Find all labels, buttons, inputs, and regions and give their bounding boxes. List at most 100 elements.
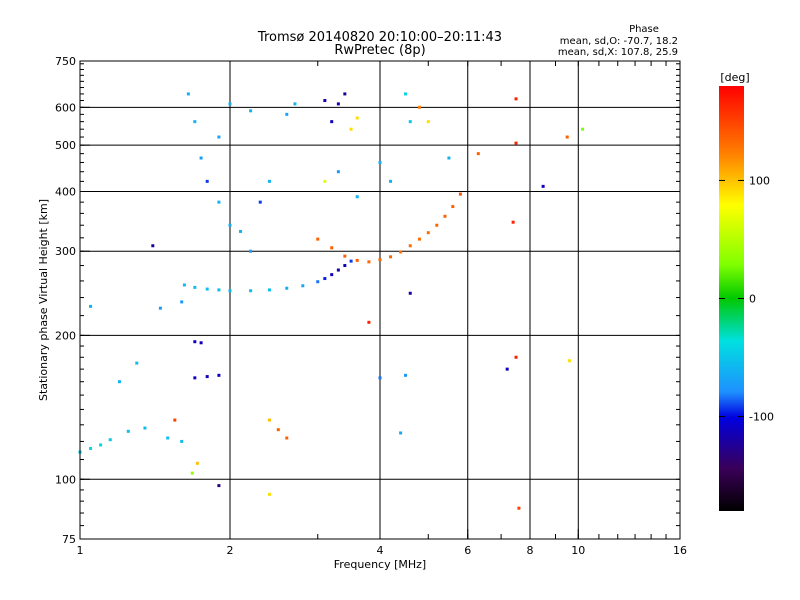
data-point	[180, 439, 184, 443]
data-point	[581, 127, 585, 131]
axis-ticks: 1 2 4 6 8 10 16 75 100 200 300 400 500 600 750	[55, 55, 687, 557]
y-tick-label: 100	[55, 473, 76, 486]
data-point	[343, 92, 347, 96]
data-point	[336, 102, 340, 106]
data-point	[99, 443, 103, 447]
data-point	[378, 376, 382, 380]
data-point	[193, 376, 197, 380]
data-point	[349, 259, 353, 263]
y-tick-label: 500	[55, 139, 76, 152]
y-tick-label: 200	[55, 329, 76, 342]
data-point	[276, 428, 280, 432]
data-point	[330, 273, 334, 277]
x-tick-label: 1	[77, 544, 84, 557]
data-point	[367, 260, 371, 264]
data-point	[267, 179, 271, 183]
data-point	[451, 205, 455, 209]
data-point	[378, 160, 382, 164]
colorbar-tick-label: -100	[749, 411, 774, 424]
x-tick-label: 16	[673, 544, 687, 557]
data-point	[228, 102, 232, 106]
data-point	[389, 255, 393, 259]
data-point	[267, 418, 271, 422]
data-point	[403, 373, 407, 377]
data-point	[186, 92, 190, 96]
data-point	[426, 120, 430, 124]
x-tick-label: 8	[527, 544, 534, 557]
data-point	[408, 244, 412, 248]
data-point	[330, 246, 334, 250]
data-point	[205, 179, 209, 183]
colorbar-tick-label: 0	[749, 293, 756, 306]
x-tick-label: 2	[227, 544, 234, 557]
data-point	[239, 229, 243, 233]
data-point	[458, 192, 462, 196]
data-point	[476, 152, 480, 156]
y-tick-label: 75	[62, 533, 76, 546]
data-point	[505, 367, 509, 371]
data-point	[217, 373, 221, 377]
data-point	[330, 120, 334, 124]
data-point	[514, 97, 518, 101]
y-tick-label: 300	[55, 245, 76, 258]
y-tick-label: 750	[55, 55, 76, 68]
data-point	[447, 156, 451, 160]
data-point	[408, 291, 412, 295]
data-point	[355, 195, 359, 199]
data-point	[517, 506, 521, 510]
data-point	[217, 484, 221, 488]
data-point	[323, 99, 327, 103]
data-point	[193, 340, 197, 344]
data-point	[514, 355, 518, 359]
chart-title: Tromsø 20140820 20:10:00–20:11:43	[257, 30, 502, 45]
data-point	[205, 375, 209, 379]
data-point	[316, 280, 320, 284]
data-point	[355, 116, 359, 120]
data-point	[403, 92, 407, 96]
data-point	[349, 127, 353, 131]
data-point	[285, 286, 289, 290]
data-point	[205, 287, 209, 291]
data-point	[417, 105, 421, 109]
data-point	[408, 120, 412, 124]
x-tick-label: 10	[571, 544, 585, 557]
data-point	[336, 268, 340, 272]
data-point	[217, 135, 221, 139]
data-point	[389, 179, 393, 183]
data-point	[343, 264, 347, 268]
data-point	[343, 254, 347, 258]
x-tick-label: 4	[377, 544, 384, 557]
data-point	[541, 184, 545, 188]
data-point	[249, 109, 253, 113]
data-point	[199, 341, 203, 345]
y-axis-label: Stationary phase Virtual Height [km]	[37, 199, 50, 401]
data-point	[182, 283, 186, 287]
data-point	[435, 223, 439, 227]
data-point	[199, 156, 203, 160]
data-point	[108, 438, 112, 442]
data-point	[166, 436, 170, 440]
data-point	[285, 112, 289, 116]
data-point	[443, 214, 447, 218]
data-point	[126, 429, 130, 433]
data-point	[217, 200, 221, 204]
x-tick-label: 6	[464, 544, 471, 557]
data-point	[193, 120, 197, 124]
data-point	[117, 380, 121, 384]
data-point	[267, 288, 271, 292]
data-point	[267, 492, 271, 496]
data-point	[190, 471, 194, 475]
data-point	[301, 284, 305, 288]
phase-legend-o: mean, sd,O: -70.7, 18.2	[560, 36, 678, 47]
colorbar-tick-label: 100	[749, 174, 770, 187]
data-point	[217, 288, 221, 292]
y-tick-label: 600	[55, 101, 76, 114]
data-point	[399, 250, 403, 254]
data-point	[228, 289, 232, 293]
chart-subtitle: RwPretec (8p)	[334, 43, 425, 58]
data-point	[323, 277, 327, 281]
data-point	[417, 237, 421, 241]
phase-legend-title: Phase	[629, 24, 659, 35]
data-point	[143, 426, 147, 430]
